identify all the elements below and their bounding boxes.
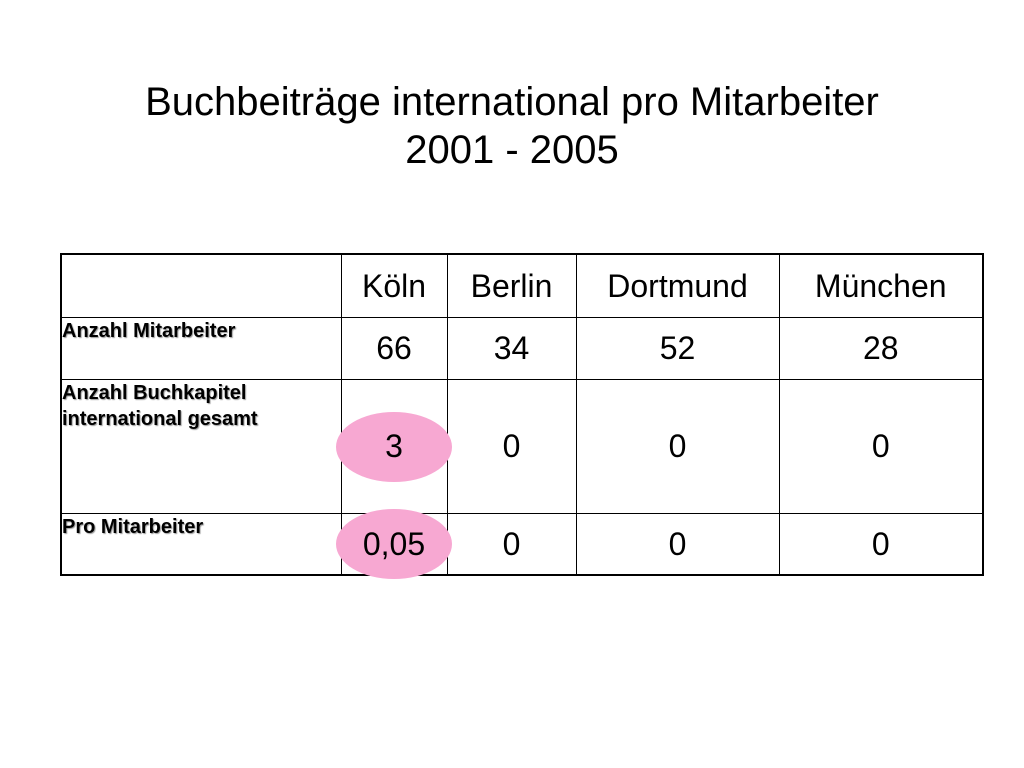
data-table: Köln Berlin Dortmund München Anzahl Mita… xyxy=(60,253,984,579)
table-header-row: Köln Berlin Dortmund München xyxy=(60,253,984,318)
highlight-oval xyxy=(336,509,452,579)
cell-staff-muenchen: 28 xyxy=(778,317,984,380)
cell-chapters-muenchen: 0 xyxy=(778,379,984,514)
highlight-oval xyxy=(336,411,452,482)
cell-chapters-koeln-value: 3 xyxy=(385,428,403,464)
column-header-berlin: Berlin xyxy=(446,253,577,318)
cell-staff-berlin: 34 xyxy=(446,317,577,380)
row-label-per-staff: Pro Mitarbeiter xyxy=(60,513,342,576)
cell-per-staff-muenchen: 0 xyxy=(778,513,984,576)
column-header-muenchen: München xyxy=(778,253,984,318)
row-label-staff-count: Anzahl Mitarbeiter xyxy=(60,317,342,380)
slide-title-line2: 2001 - 2005 xyxy=(405,128,619,172)
cell-chapters-dortmund: 0 xyxy=(575,379,780,514)
cell-per-staff-berlin: 0 xyxy=(446,513,577,576)
table-row: Pro Mitarbeiter 0,05 0 0 0 xyxy=(60,509,984,579)
row-label-chapter-count: Anzahl Buchkapitel international gesamt xyxy=(60,379,342,514)
column-header-koeln: Köln xyxy=(340,253,448,318)
slide-title-line1: Buchbeiträge international pro Mitarbeit… xyxy=(145,80,879,124)
cell-per-staff-koeln: 0,05 xyxy=(336,509,452,579)
cell-chapters-koeln: 3 xyxy=(336,379,452,514)
header-corner-cell xyxy=(60,253,342,318)
slide-title: Buchbeiträge international pro Mitarbeit… xyxy=(0,78,1024,174)
cell-per-staff-koeln-value: 0,05 xyxy=(362,525,426,562)
cell-staff-dortmund: 52 xyxy=(575,317,780,380)
column-header-dortmund: Dortmund xyxy=(575,253,780,318)
cell-per-staff-dortmund: 0 xyxy=(575,513,780,576)
table-row: Anzahl Mitarbeiter 66 34 52 28 xyxy=(60,317,984,380)
cell-staff-koeln: 66 xyxy=(340,317,448,380)
cell-chapters-berlin: 0 xyxy=(446,379,577,514)
table-row: Anzahl Buchkapitel international gesamt … xyxy=(60,379,984,514)
